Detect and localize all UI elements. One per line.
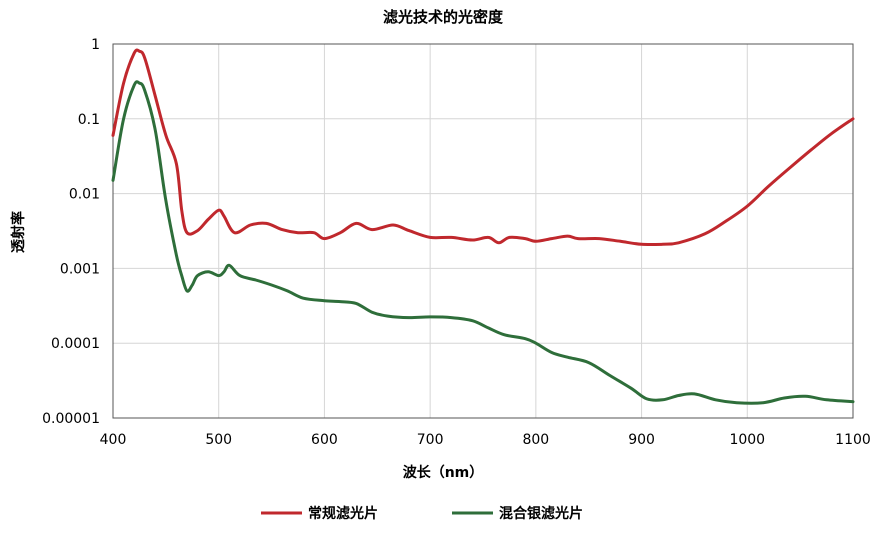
legend: 常规滤光片 混合银滤光片 (261, 505, 583, 522)
x-tick-label: 1100 (835, 432, 871, 448)
y-tick-labels: 1 0.1 0.01 0.001 0.0001 0.00001 (42, 37, 100, 427)
y-tick-label: 0.00001 (42, 411, 100, 427)
series-layer (111, 48, 855, 405)
x-tick-label: 500 (205, 432, 232, 448)
y-tick-label: 0.0001 (51, 336, 100, 352)
plot-frame (112, 43, 854, 419)
x-axis-label: 波长（nm） (403, 464, 484, 481)
series-line-1 (111, 48, 855, 247)
x-tick-label: 800 (522, 432, 549, 448)
y-tick-label: 0.001 (60, 261, 100, 277)
x-tick-label: 400 (100, 432, 127, 448)
y-tick-label: 1 (91, 37, 100, 53)
x-tick-labels: 400 500 600 700 800 900 1000 1100 (100, 432, 871, 448)
x-tick-label: 700 (417, 432, 444, 448)
y-tick-label: 0.1 (78, 112, 100, 128)
y-axis-label: 透射率 (10, 211, 27, 253)
series-line-2 (111, 80, 855, 405)
x-tick-label: 600 (311, 432, 338, 448)
x-tick-label: 900 (628, 432, 655, 448)
y-tick-label: 0.01 (69, 187, 100, 203)
legend-label-2: 混合银滤光片 (499, 505, 583, 522)
grid (112, 43, 854, 419)
legend-label-1: 常规滤光片 (308, 505, 378, 522)
x-tick-label: 1000 (729, 432, 765, 448)
chart-title: 滤光技术的光密度 (383, 8, 504, 26)
